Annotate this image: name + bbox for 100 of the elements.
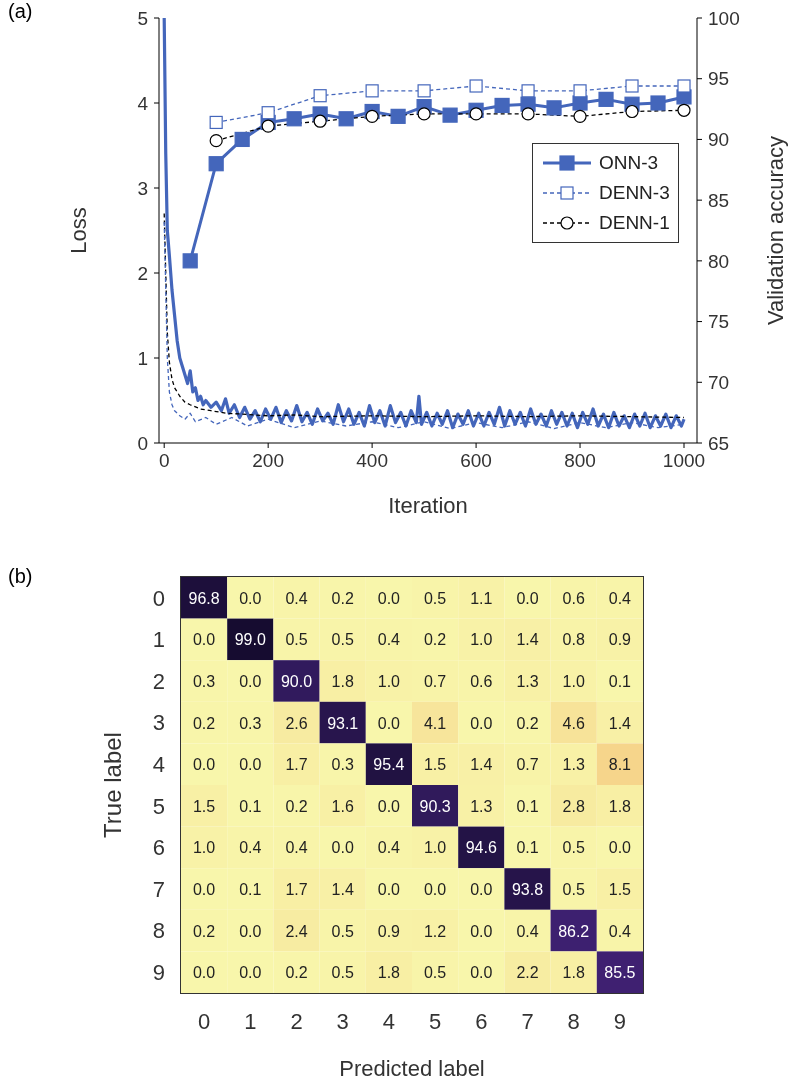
data-label: 0.0 [239,589,262,607]
data-label: 2.2 [516,964,539,982]
y-tick-label: 4 [137,92,149,114]
data-label: 95.4 [373,756,405,774]
x-tick-label: 1000 [662,450,706,472]
data-label: 0.4 [285,839,308,857]
data-label: 0.0 [470,964,493,982]
y-tick-label: 0 [152,585,165,611]
text: (b) [8,565,33,588]
data-label: 0.7 [516,756,539,774]
y-tick-label: 4 [152,752,165,778]
data-label: 0.3 [239,714,262,732]
data-label: 1.3 [562,756,585,774]
data-label: 93.1 [327,714,359,732]
data-label: 1.4 [608,714,632,732]
data-label: 0.0 [470,922,493,940]
data-label: 0.4 [377,631,401,649]
y-tick-label: 1 [137,347,148,369]
data-label: 93.8 [511,881,544,898]
data-label: 0.0 [516,589,539,607]
x-tick-label: 200 [252,450,285,472]
data-label: 0.1 [516,797,539,815]
x-tick-label: 5 [428,1008,442,1034]
data-label: 0.1 [239,881,262,898]
data-label: 85.5 [604,964,636,982]
data-label: 0.0 [239,673,262,690]
data-label: 0.0 [192,756,216,774]
data-label: 0.6 [470,673,493,690]
y-tick-label: 8 [152,918,165,944]
x-tick-label: 8 [567,1008,580,1034]
data-label: 0.4 [608,922,632,940]
data-label: 0.5 [331,922,354,940]
x-tick-label: 800 [564,450,596,472]
y-tick-label: 2 [137,262,148,284]
y-tick-label: 1 [152,627,165,653]
data-label: 90.0 [280,673,313,690]
data-label: 86.2 [558,922,590,940]
data-label: 2.4 [285,922,308,940]
y-tick-label: 3 [152,710,165,736]
data-label: 0.5 [423,964,447,982]
data-label: 4.6 [562,714,585,732]
x-tick-label: 9 [613,1008,627,1034]
data-label: 94.6 [465,839,497,857]
data-label: 8.1 [608,756,632,774]
x-tick-label: 1 [244,1008,257,1034]
data-label: 0.0 [192,881,216,898]
data-label: 0.5 [562,839,585,857]
data-label: 0.0 [331,839,354,857]
data-label: 1.4 [470,756,493,774]
legend-label: DENN-3 [599,182,670,204]
x-axis-title: Predicted label [339,1056,485,1081]
data-label: 1.0 [470,631,493,649]
data-label: 1.2 [423,922,447,940]
y2-tick-label: 100 [708,7,740,29]
x-tick-label: 6 [475,1008,488,1034]
text: (a) [8,0,33,23]
data-label: 0.0 [608,839,632,857]
data-label: 0.0 [239,964,262,982]
data-label: 0.7 [423,673,447,690]
data-label: 99.0 [234,631,266,649]
data-label: 0.5 [423,589,447,607]
data-label: 1.7 [285,756,308,774]
data-label: 0.0 [239,756,262,774]
x-tick-label: 0 [197,1008,211,1034]
x-tick-label: 3 [336,1008,349,1034]
data-label: 0.2 [192,714,216,732]
data-label: 1.1 [470,589,493,607]
y-tick-label: 6 [152,835,165,861]
y-tick-label: 7 [152,876,165,902]
y2-tick-label: 65 [708,432,730,454]
data-label: 0.3 [331,756,354,774]
x-tick-label: 600 [460,450,492,472]
legend-label: ONN-3 [599,152,659,174]
data-label: 0.5 [331,964,354,982]
data-label: 2.8 [562,797,585,815]
data-label: 0.0 [470,881,493,898]
data-label: 0.2 [192,922,216,940]
y-tick-label: 2 [152,668,165,694]
data-label: 1.3 [470,797,493,815]
data-label: 1.7 [285,881,308,898]
data-label: 0.5 [331,631,354,649]
data-label: 0.1 [239,797,262,815]
data-label: 2.6 [285,714,308,732]
data-label: 0.5 [285,631,308,649]
y-tick-label: 0 [137,432,148,454]
data-label: 1.0 [423,839,447,857]
data-label: 0.2 [285,964,308,982]
data-label: 0.0 [377,881,401,898]
data-label: 0.4 [239,839,262,857]
data-label: 1.5 [423,756,447,774]
data-label: 0.4 [516,922,539,940]
data-label: 1.5 [192,797,216,815]
data-label: 0.3 [192,673,216,690]
data-label: 1.0 [192,839,216,857]
data-label: 0.4 [608,589,632,607]
data-label: 0.0 [377,714,401,732]
data-label: 0.2 [423,631,447,649]
y2-tick-label: 75 [708,311,730,333]
data-label: 0.1 [608,673,632,690]
data-label: 0.2 [516,714,539,732]
